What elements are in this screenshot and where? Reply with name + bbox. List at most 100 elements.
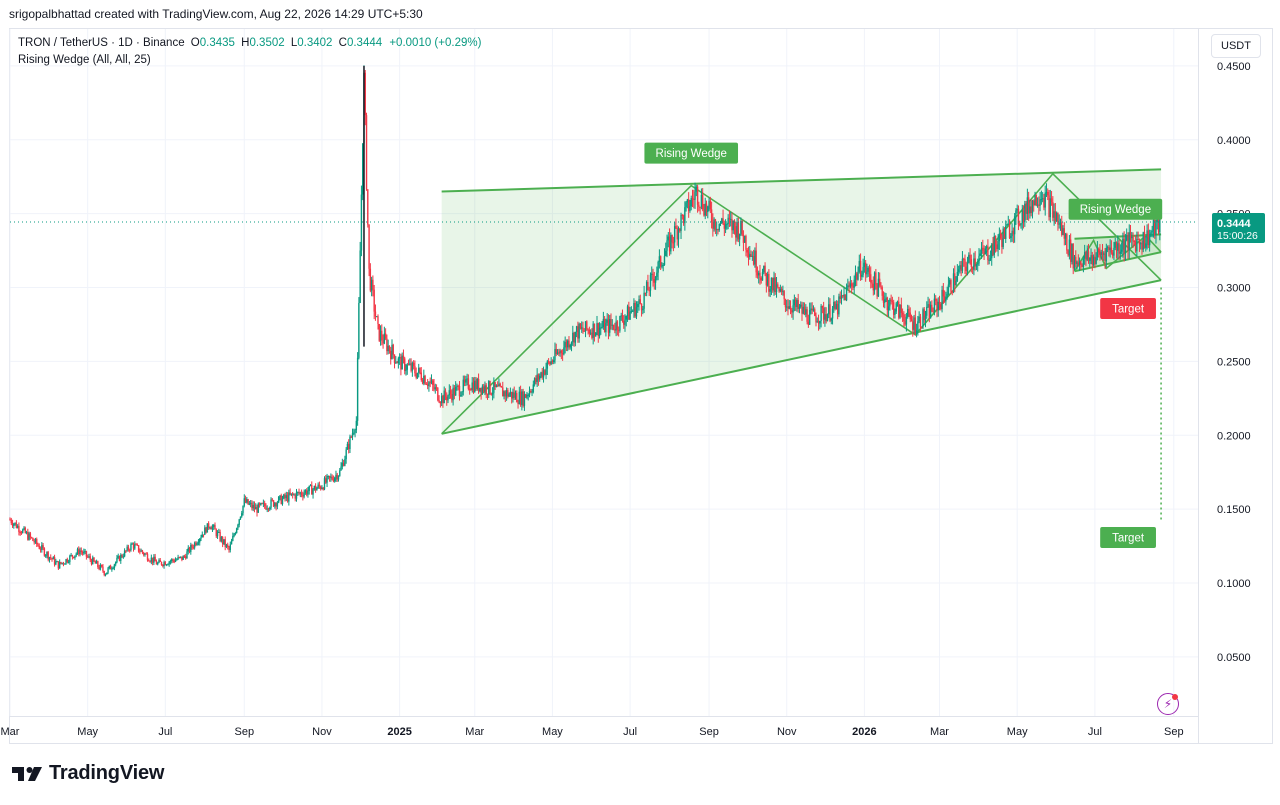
candle-body (48, 557, 51, 560)
candle-body (76, 549, 79, 554)
candle-body (523, 394, 526, 406)
symbol-title[interactable]: TRON / TetherUS · 1D · Binance (18, 37, 185, 49)
candle-body (71, 554, 74, 557)
candle-body (207, 523, 210, 528)
candle-body (1134, 241, 1137, 252)
candle-body (887, 306, 890, 311)
candle-body (569, 344, 571, 348)
candle-body (714, 219, 717, 230)
candle-body (704, 203, 706, 216)
candle-body (458, 385, 461, 397)
candle-body (294, 494, 296, 499)
candle-body (1150, 232, 1152, 235)
candle-body (1125, 235, 1128, 241)
candle-body (90, 559, 93, 565)
candle-body (1148, 234, 1151, 246)
candle-body (451, 393, 453, 401)
candle-body (850, 283, 853, 287)
candle-body (1147, 230, 1150, 246)
candle-body (699, 206, 701, 208)
candle-body (370, 279, 373, 291)
candle-body (957, 269, 960, 272)
candle-body (729, 219, 732, 221)
candle-body (738, 233, 741, 240)
candle-body (205, 527, 207, 533)
candle-body (419, 367, 421, 373)
candle-body (297, 492, 299, 494)
candle-body (265, 506, 267, 510)
candle-body (37, 544, 39, 546)
candle-body (99, 564, 102, 570)
candles (9, 65, 1161, 577)
candle-body (32, 537, 34, 541)
candle-body (247, 499, 249, 505)
candle-body (411, 362, 414, 371)
candle-body (169, 561, 172, 563)
candle-body (190, 545, 192, 552)
candle-body (219, 531, 221, 542)
candle-body (256, 507, 258, 513)
candle-body (796, 299, 798, 307)
candle-body (55, 561, 57, 565)
candle-body (11, 523, 14, 526)
candle-body (474, 380, 476, 392)
candle-body (670, 234, 672, 252)
lightning-bolt-icon[interactable]: ⚡ (1157, 693, 1179, 715)
candle-body (93, 557, 95, 562)
candle-body (917, 321, 919, 331)
candle-body (258, 503, 261, 505)
candle-body (336, 474, 338, 480)
candle-body (396, 362, 398, 364)
candle-body (759, 272, 761, 278)
candle-body (1049, 198, 1051, 218)
brand[interactable]: TradingView (12, 762, 164, 785)
candle-body (1140, 243, 1142, 245)
candle-body (196, 543, 198, 545)
candle-body (584, 321, 587, 332)
candle-body (941, 289, 943, 310)
candle-body (293, 494, 295, 496)
candle-body (744, 235, 746, 243)
candle-body (215, 529, 217, 537)
candle-body (1054, 211, 1057, 222)
candle-body (19, 531, 21, 533)
candle-body (673, 226, 676, 243)
candle-body (581, 327, 583, 329)
candle-body (1089, 257, 1091, 261)
candle-body (974, 258, 976, 267)
candle-body (572, 332, 574, 343)
candle-body (908, 309, 910, 313)
candle-body (123, 550, 126, 557)
candle-body (1058, 223, 1060, 225)
candle-body (1061, 222, 1063, 235)
candle-body (1143, 232, 1146, 248)
candle-body (686, 199, 689, 203)
candle-body (485, 385, 487, 394)
candle-body (213, 525, 215, 527)
indicator-legend[interactable]: Rising Wedge (All, All, 25) (18, 54, 151, 66)
candle-body (1078, 261, 1081, 265)
candle-body (845, 287, 848, 301)
candle-body (242, 505, 244, 514)
candle-body (1068, 239, 1071, 256)
candle-body (667, 236, 670, 241)
open-value: 0.3435 (199, 37, 235, 49)
candle-body (449, 390, 452, 394)
candle-body (465, 379, 467, 383)
candle-body (658, 256, 661, 262)
candle-body (619, 316, 621, 331)
candle-body (1008, 223, 1011, 239)
candle-body (1019, 224, 1021, 226)
candle-body (503, 391, 505, 397)
currency-button[interactable]: USDT (1211, 34, 1261, 58)
candle-body (378, 324, 380, 341)
x-tick-label: Sep (235, 726, 255, 738)
candle-body (195, 542, 197, 545)
candle-body (218, 531, 220, 533)
candle-body (433, 384, 435, 390)
candle-body (630, 311, 633, 313)
candle-body (179, 556, 182, 558)
legend-row-ohlc: TRON / TetherUS · 1D · Binance O0.3435 H… (18, 35, 481, 52)
candle-body (1129, 232, 1132, 239)
